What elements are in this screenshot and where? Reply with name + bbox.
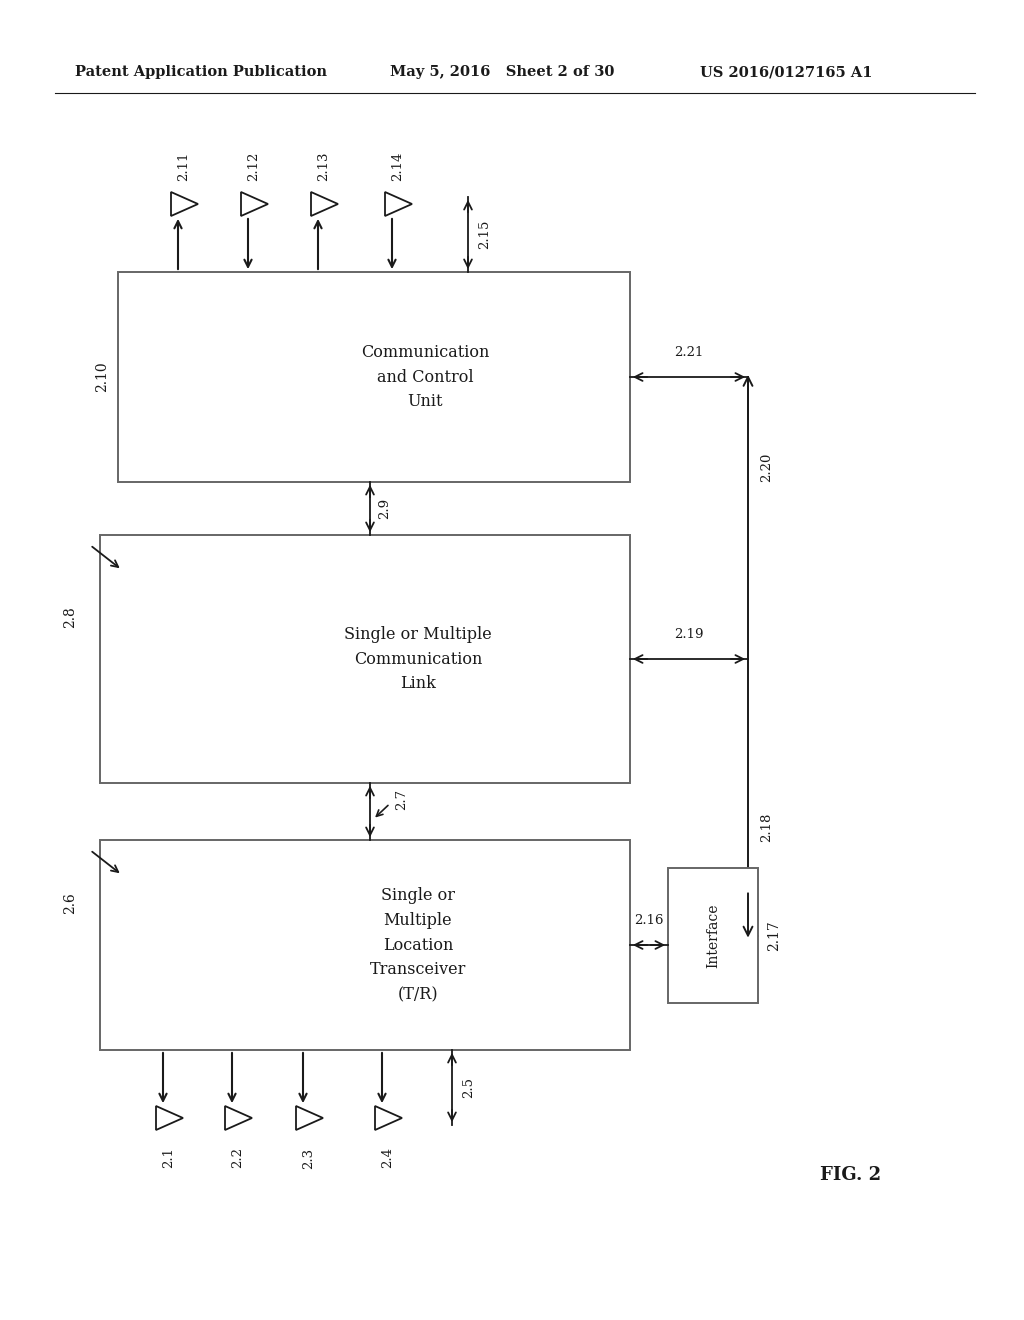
- Text: Patent Application Publication: Patent Application Publication: [75, 65, 327, 79]
- Text: 2.16: 2.16: [634, 913, 664, 927]
- Text: 2.8: 2.8: [63, 606, 77, 628]
- Text: 2.11: 2.11: [177, 152, 190, 181]
- Text: 2.1: 2.1: [163, 1147, 175, 1168]
- Bar: [100, 840, 630, 1049]
- Text: 2.21: 2.21: [675, 346, 703, 359]
- Text: 2.3: 2.3: [302, 1147, 315, 1168]
- Text: Single or Multiple
Communication
Link: Single or Multiple Communication Link: [344, 626, 492, 692]
- Text: May 5, 2016   Sheet 2 of 30: May 5, 2016 Sheet 2 of 30: [390, 65, 614, 79]
- Text: 2.4: 2.4: [382, 1147, 394, 1168]
- Bar: [668, 869, 758, 1003]
- Text: FIG. 2: FIG. 2: [820, 1166, 881, 1184]
- Text: 2.7: 2.7: [395, 789, 408, 810]
- Bar: [100, 535, 630, 783]
- Text: Interface: Interface: [706, 903, 720, 968]
- Text: 2.17: 2.17: [767, 920, 781, 950]
- Text: 2.15: 2.15: [478, 219, 490, 248]
- Text: 2.18: 2.18: [760, 813, 773, 842]
- Text: 2.6: 2.6: [63, 892, 77, 913]
- Text: 2.14: 2.14: [391, 152, 404, 181]
- Text: 2.9: 2.9: [378, 498, 391, 519]
- Text: 2.12: 2.12: [248, 152, 260, 181]
- Text: 2.20: 2.20: [760, 453, 773, 482]
- Bar: [118, 272, 630, 482]
- Text: 2.5: 2.5: [462, 1077, 475, 1098]
- Text: Single or
Multiple
Location
Transceiver
(T/R): Single or Multiple Location Transceiver …: [370, 887, 466, 1003]
- Text: 2.2: 2.2: [231, 1147, 245, 1168]
- Text: 2.10: 2.10: [95, 362, 109, 392]
- Text: 2.19: 2.19: [674, 628, 703, 642]
- Text: 2.13: 2.13: [317, 152, 331, 181]
- Text: Communication
and Control
Unit: Communication and Control Unit: [361, 343, 489, 411]
- Text: US 2016/0127165 A1: US 2016/0127165 A1: [700, 65, 872, 79]
